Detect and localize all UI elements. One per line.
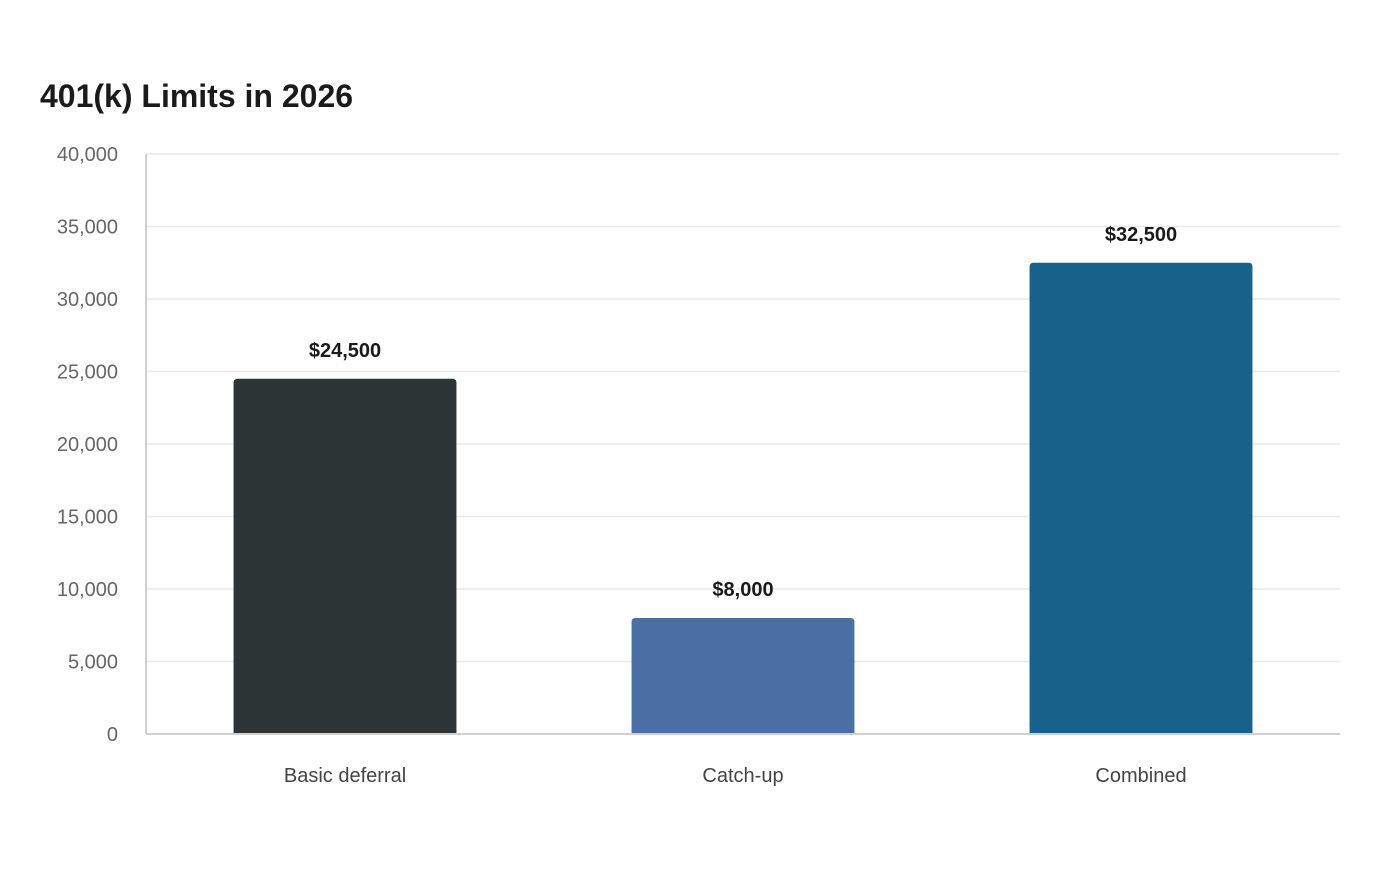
data-label: $8,000 <box>712 579 773 601</box>
y-tick-label: 5,000 <box>68 652 118 674</box>
y-tick-label: 35,000 <box>57 217 118 239</box>
chart-title: 401(k) Limits in 2026 <box>40 78 353 114</box>
bar <box>1029 262 1253 734</box>
bar <box>233 378 457 734</box>
y-tick-label: 40,000 <box>57 144 118 166</box>
x-tick-label: Basic deferral <box>284 765 406 787</box>
x-tick-label: Combined <box>1095 765 1186 787</box>
data-label: $32,500 <box>1105 224 1177 246</box>
axes <box>145 154 1340 735</box>
labels: 0 5,000 10,000 15,000 20,000 25,000 30,000 35,0… <box>57 144 1187 787</box>
y-tick-label: 25,000 <box>57 362 118 384</box>
y-tick-label: 0 <box>107 724 118 746</box>
data-label: $24,500 <box>309 340 381 362</box>
bar <box>631 618 855 734</box>
x-tick-label: Catch-up <box>702 765 783 787</box>
y-tick-label: 30,000 <box>57 289 118 311</box>
y-tick-label: 20,000 <box>57 434 118 456</box>
y-tick-label: 10,000 <box>57 579 118 601</box>
bars <box>233 262 1253 734</box>
y-tick-label: 15,000 <box>57 507 118 529</box>
